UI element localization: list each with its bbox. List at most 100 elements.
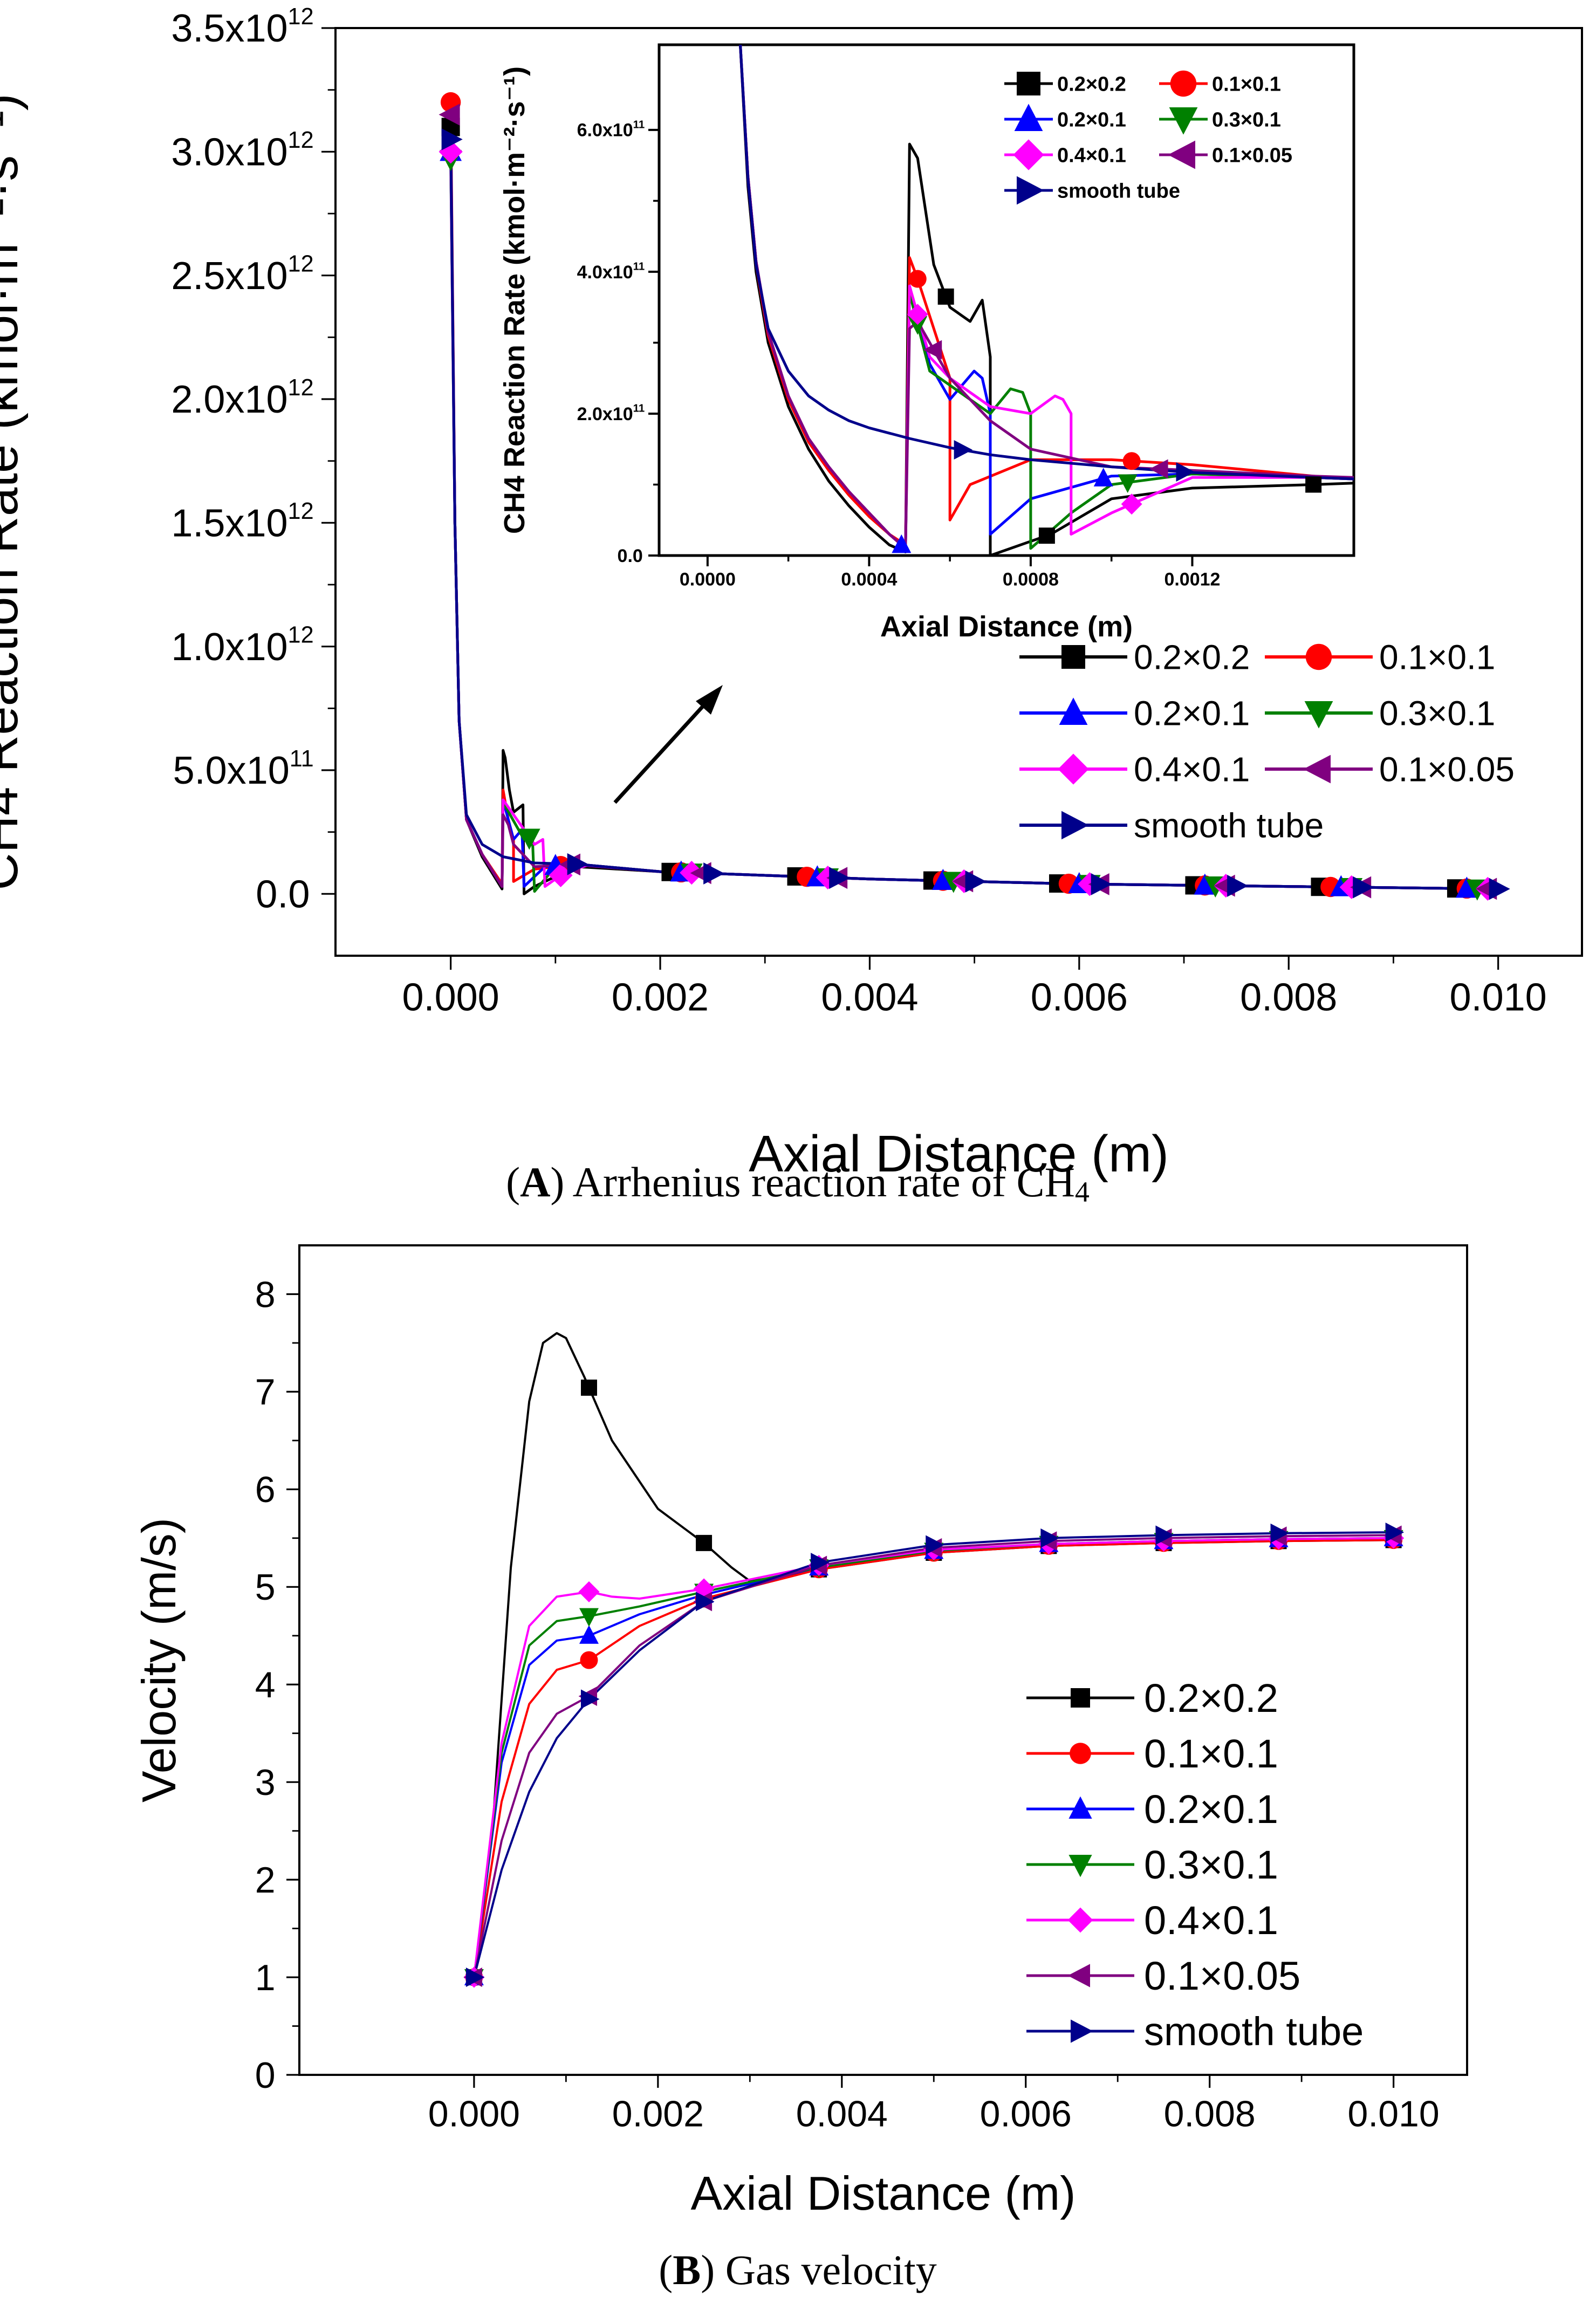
chart-a-y-tick-exponent: 11 <box>290 746 314 772</box>
chart-b-legend-label: 0.3×0.1 <box>1144 1842 1278 1887</box>
chart-a-y-tick-label: 2.0x1012 <box>171 375 313 421</box>
chart-b-legend-marker <box>1067 1907 1093 1933</box>
chart-a-y-tick-label: 1.0x1012 <box>171 622 313 668</box>
chart-b-legend-item-0.2x0.1: 0.2×0.1 <box>1026 1787 1278 1832</box>
chart-b-x-tick-label: 0.000 <box>428 2093 520 2134</box>
chart-inset-legend-item-0.2x0.1: 0.2×0.1 <box>1004 104 1126 131</box>
chart-inset-x-tick-label: 0.0000 <box>680 570 736 590</box>
chart-inset-x-axis-label: Axial Distance (m) <box>880 611 1133 643</box>
chart-a-marker-smooth-tube <box>1489 878 1510 900</box>
chart-a-y-tick-exponent: 12 <box>288 127 314 153</box>
chart-a-legend-marker <box>1058 753 1089 785</box>
chart-a-x-tick-label: 0.002 <box>612 976 709 1019</box>
chart-inset-legend-marker <box>1168 140 1195 169</box>
chart-b-legend-label: 0.1×0.1 <box>1144 1731 1278 1776</box>
chart-a-y-tick-mantissa: 3.0x10 <box>171 131 287 174</box>
chart-b-x-tick-label: 0.008 <box>1164 2093 1256 2134</box>
chart-a-y-tick-mantissa: 0.0 <box>256 873 310 916</box>
chart-inset-marker-0.1x0.1 <box>908 270 927 288</box>
chart-a-marker-smooth-tube <box>1353 876 1374 899</box>
chart-inset-line-smooth-tube <box>739 45 1354 481</box>
chart-b-legend-marker <box>1071 1688 1090 1708</box>
chart-inset-y-tick-label: 0.0 <box>618 546 643 566</box>
chart-inset-y-tick-label: 6.0x1011 <box>577 119 645 140</box>
chart-a-y-tick-label: 0.0 <box>256 873 310 916</box>
caption-b: (B) Gas velocity <box>659 2246 937 2293</box>
chart-b-y-tick-label: 8 <box>255 1274 276 1315</box>
chart-a-y-tick-label: 1.5x1012 <box>171 498 313 545</box>
chart-inset-marker-0.1x0.05 <box>923 340 942 360</box>
chart-inset-legend-marker <box>1017 176 1044 205</box>
chart-inset-legend-marker <box>1170 70 1197 97</box>
chart-a-y-tick-mantissa: 1.0x10 <box>171 626 287 669</box>
chart-a-legend-item-0.3x0.1: 0.3×0.1 <box>1265 694 1495 732</box>
chart-a-y-tick-label: 3.0x1012 <box>171 127 313 174</box>
chart-inset-y-tick-exponent: 11 <box>633 261 645 272</box>
chart-inset-legend-label: 0.4×0.1 <box>1057 144 1126 167</box>
chart-inset-y-tick-mantissa: 4.0x10 <box>577 262 633 283</box>
chart-a-y-tick-label: 3.5x1012 <box>171 4 313 50</box>
chart-inset-x-tick-label: 0.0012 <box>1164 570 1220 590</box>
chart-a-y-tick-mantissa: 5.0x10 <box>173 749 290 792</box>
chart-a-legend-label: 0.3×0.1 <box>1379 694 1495 732</box>
chart-a-legend-marker <box>1061 645 1085 669</box>
chart-inset-marker-smooth-tube <box>954 440 973 460</box>
chart-a-legend-item-0.2x0.2: 0.2×0.2 <box>1019 638 1250 676</box>
chart-b-y-tick-label: 0 <box>255 2055 276 2096</box>
chart-a-legend-marker <box>1305 643 1332 670</box>
chart-a-legend-label: smooth tube <box>1134 806 1324 845</box>
chart-a-legend-item-0.2x0.1: 0.2×0.1 <box>1019 694 1250 732</box>
chart-inset-legend-marker <box>1013 139 1044 170</box>
chart-a-legend-label: 0.1×0.05 <box>1379 750 1515 789</box>
chart-a-legend-label: 0.1×0.1 <box>1379 638 1495 676</box>
chart-b-y-tick-label: 1 <box>255 1957 276 1998</box>
chart-a-x-tick-label: 0.000 <box>402 976 499 1019</box>
chart-a-marker-smooth-tube <box>965 871 987 893</box>
chart-b-legend-label: smooth tube <box>1144 2009 1364 2054</box>
chart-inset-legend-marker <box>1169 107 1198 135</box>
chart-inset-marker-smooth-tube <box>1176 462 1195 482</box>
chart-inset-marker-0.3x0.1 <box>1118 474 1138 493</box>
chart-inset-marker-0.2x0.1 <box>1093 468 1113 486</box>
chart-a-legend-item-0.1x0.1: 0.1×0.1 <box>1265 638 1495 676</box>
chart-b-x-tick-label: 0.006 <box>980 2093 1072 2134</box>
chart-inset-legend-item-smooth-tube: smooth tube <box>1004 176 1180 205</box>
chart-inset-line-0.2x0.2 <box>739 45 1354 556</box>
chart-a-marker-0.2x0.1 <box>931 868 954 890</box>
chart-inset-marker-0.1x0.05 <box>1149 459 1168 479</box>
chart-a-legend-item-smooth-tube: smooth tube <box>1019 806 1324 845</box>
chart-a-legend-label: 0.2×0.1 <box>1134 694 1250 732</box>
chart-b-y-tick-label: 5 <box>255 1567 276 1608</box>
chart-b-marker-smooth-tube <box>696 1592 715 1612</box>
chart-b-legend-label: 0.1×0.05 <box>1144 1954 1300 1998</box>
chart-b-legend-marker <box>1068 1796 1092 1819</box>
chart-a-x-tick-label: 0.004 <box>821 976 918 1019</box>
chart-inset-legend-label: 0.1×0.05 <box>1212 144 1292 167</box>
chart-a-marker-smooth-tube <box>567 853 588 875</box>
chart-b-legend-marker <box>1068 1855 1092 1877</box>
chart-b-legend-item-0.4x0.1: 0.4×0.1 <box>1026 1898 1278 1943</box>
chart-a-x-axis-label: Axial Distance (m) <box>749 1125 1169 1183</box>
chart-a-y-tick-exponent: 12 <box>288 4 314 30</box>
chart-a-y-tick-mantissa: 2.5x10 <box>171 255 287 298</box>
chart-b-gas-velocity: 0.000 0.002 0.004 0.006 0.008 0.010 0 1 2 3 4 5 6 7 8 A… <box>132 1244 1468 2220</box>
chart-a-y-tick-exponent: 12 <box>288 375 314 401</box>
zoom-arrow-head <box>696 685 723 715</box>
chart-a-marker-smooth-tube <box>1091 873 1112 895</box>
chart-a-legend-label: 0.2×0.2 <box>1134 638 1250 676</box>
caption-a-text: Arrhenius reaction rate of CH <box>564 1159 1075 1205</box>
chart-b-marker-0.1x0.1 <box>580 1651 598 1669</box>
chart-a-legend-item-0.1x0.05: 0.1×0.05 <box>1265 750 1515 789</box>
chart-b-legend-item-smooth-tube: smooth tube <box>1026 2009 1364 2054</box>
chart-inset-y-tick-mantissa: 6.0x10 <box>577 120 633 141</box>
chart-b-marker-smooth-tube <box>465 1968 485 1987</box>
chart-b-x-tick-label: 0.004 <box>796 2093 888 2134</box>
caption-b-text: Gas velocity <box>715 2246 937 2293</box>
chart-b-marker-smooth-tube <box>811 1553 830 1573</box>
chart-a-y-tick-mantissa: 3.5x10 <box>171 7 287 50</box>
chart-a-marker-0.2x0.1 <box>1194 873 1216 895</box>
chart-inset-marker-0.2x0.2 <box>1038 527 1055 544</box>
chart-inset-marker-0.4x0.1 <box>1121 493 1142 515</box>
